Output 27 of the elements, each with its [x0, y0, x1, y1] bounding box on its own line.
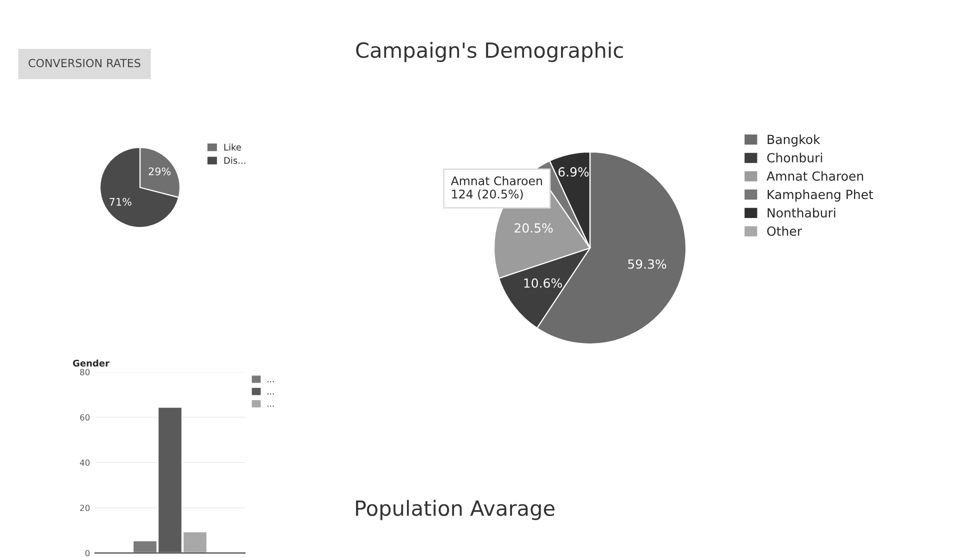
data-label: 20.5% [514, 223, 553, 233]
y-tick-label: 40 [80, 459, 90, 466]
legend-label: Kamphaeng Phet [768, 189, 874, 202]
legend-label: Nonthaburi [768, 208, 836, 218]
y-tick-label: 20 [80, 504, 90, 512]
chart-title: Gender [72, 360, 110, 367]
legend-label: Chonburi [767, 152, 822, 162]
text: Population Avarage [356, 500, 554, 520]
y-tick-label: 60 [80, 414, 90, 421]
chart-title: Campaign's Demographic [356, 42, 623, 62]
legend-label: ... [268, 381, 274, 382]
data-label: 29% [148, 167, 171, 176]
data-label: 6.9% [558, 167, 589, 177]
y-tick-label: 80 [80, 368, 90, 376]
data-label: 10.6% [524, 278, 562, 288]
text: Amnat Charoen 124 (20.5%) [450, 176, 542, 200]
chart-title: CONVERSION RATES [28, 58, 140, 68]
data-label: 59.3% [628, 259, 666, 269]
data-label: 71% [110, 198, 132, 206]
legend-label: Dis... [224, 156, 246, 164]
legend-label: Bangkok [768, 134, 820, 147]
legend-label: ... [268, 406, 274, 407]
legend-label: Amnat Charoen [766, 171, 864, 181]
legend-label: ... [268, 393, 274, 394]
y-tick-label: 0 [85, 550, 90, 556]
legend-label: Like [224, 144, 241, 151]
legend-label: Other [767, 226, 802, 236]
